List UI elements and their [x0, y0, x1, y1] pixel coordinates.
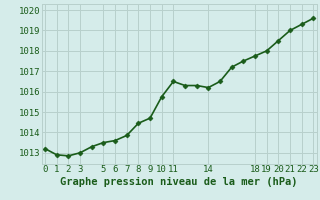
X-axis label: Graphe pression niveau de la mer (hPa): Graphe pression niveau de la mer (hPa): [60, 177, 298, 187]
